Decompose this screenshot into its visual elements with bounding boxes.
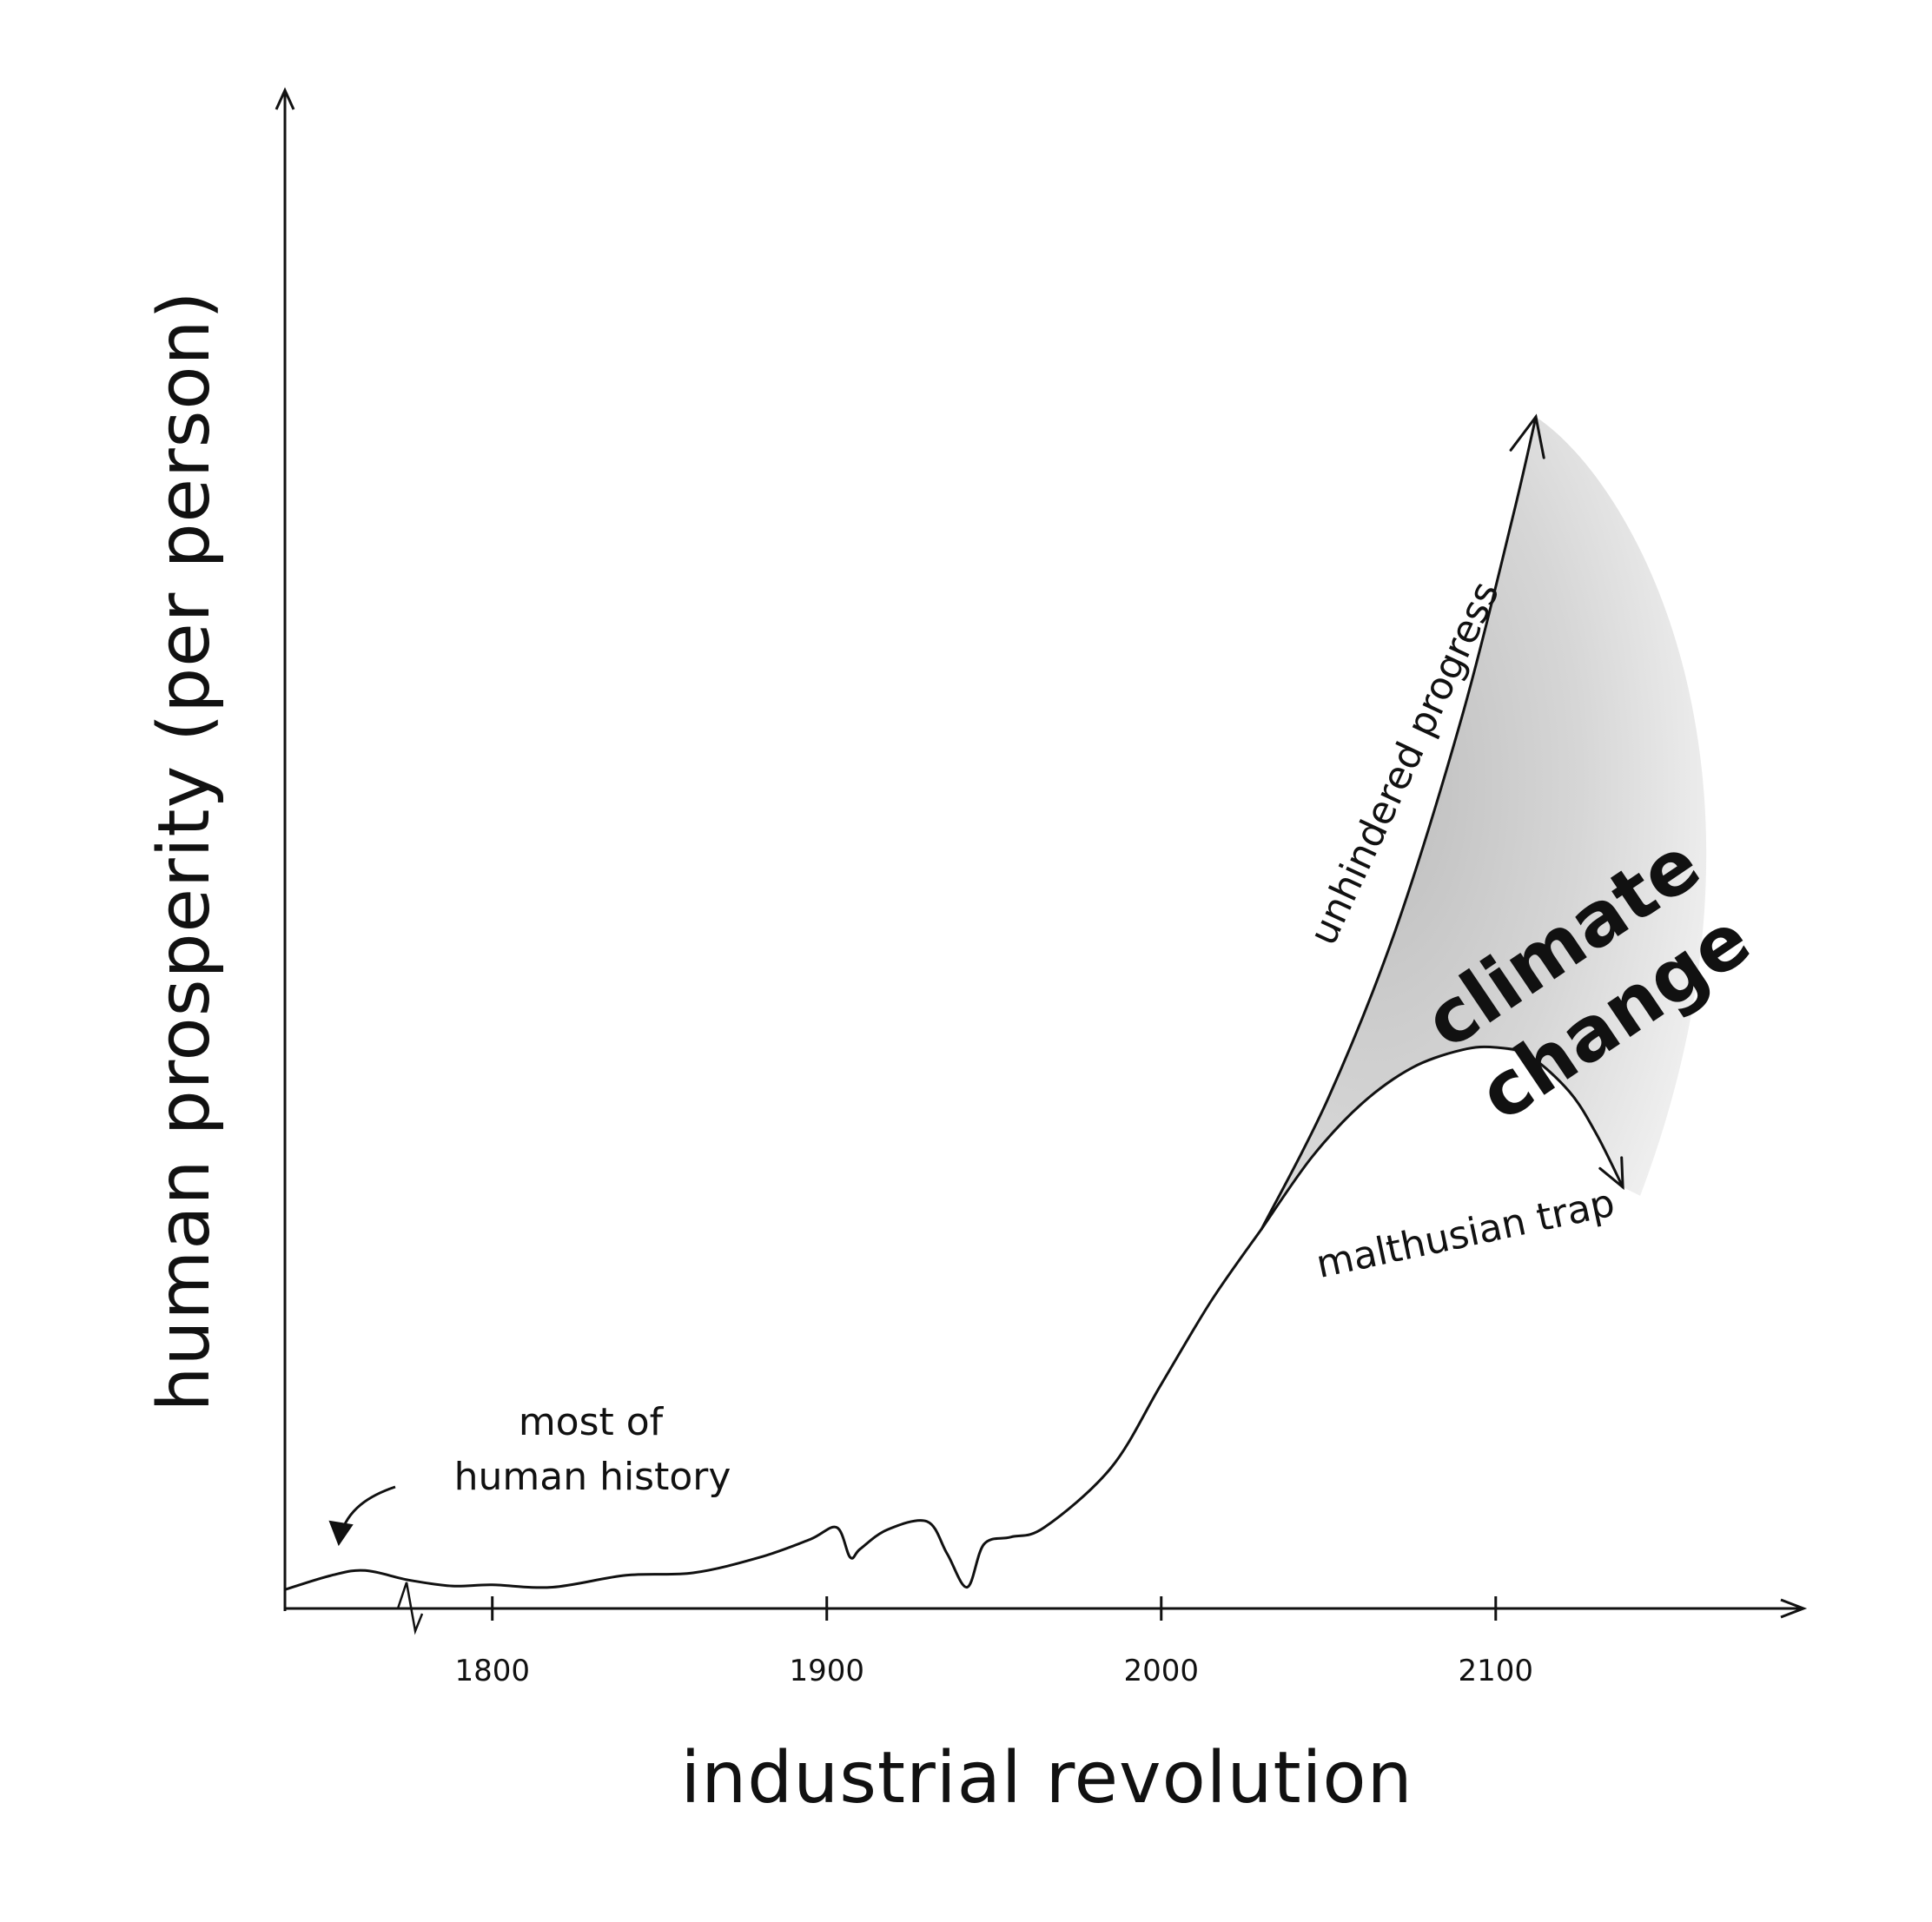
series-line-malthusian-trap (1260, 1045, 1624, 1231)
malthusian-trap-arrowhead (1598, 1156, 1624, 1191)
y-axis-arrowhead (275, 87, 295, 110)
x-tick-label-2100: 2100 (1459, 1654, 1534, 1688)
x-tick-label-1800: 1800 (454, 1654, 530, 1688)
climate-change-region (1261, 417, 1707, 1229)
x-tick-label-1900: 1900 (789, 1654, 864, 1688)
series-line-history (283, 1227, 1263, 1591)
y-axis-label: human prosperity (per person) (143, 290, 226, 1411)
malthusian-trap-label: malthusian trap (1313, 1181, 1618, 1288)
unhindered-progress-arrowhead (1509, 413, 1545, 459)
history-annotation-line-1: most of (519, 1400, 665, 1444)
x-tick-label-2000: 2000 (1123, 1654, 1199, 1688)
axis-sketch-mark (396, 1582, 424, 1635)
series-line-unhindered-progress (1260, 415, 1538, 1231)
history-annotation-line-2: human history (454, 1455, 731, 1499)
x-axis-ticks: 1800 1900 2000 2100 (454, 1596, 1533, 1688)
history-annotation-arrowhead (328, 1520, 354, 1547)
x-axis-label: industrial revolution (680, 1737, 1413, 1820)
x-axis-arrowhead (1780, 1598, 1808, 1619)
